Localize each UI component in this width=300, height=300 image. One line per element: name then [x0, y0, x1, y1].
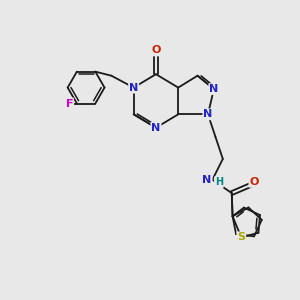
- Text: O: O: [249, 177, 259, 187]
- Text: N: N: [129, 82, 138, 93]
- Text: S: S: [237, 232, 245, 242]
- Text: N: N: [202, 175, 212, 185]
- Text: N: N: [151, 123, 160, 133]
- Text: N: N: [209, 84, 218, 94]
- Text: O: O: [151, 45, 160, 56]
- Text: F: F: [66, 98, 73, 109]
- Text: N: N: [203, 109, 213, 119]
- Text: H: H: [215, 177, 223, 187]
